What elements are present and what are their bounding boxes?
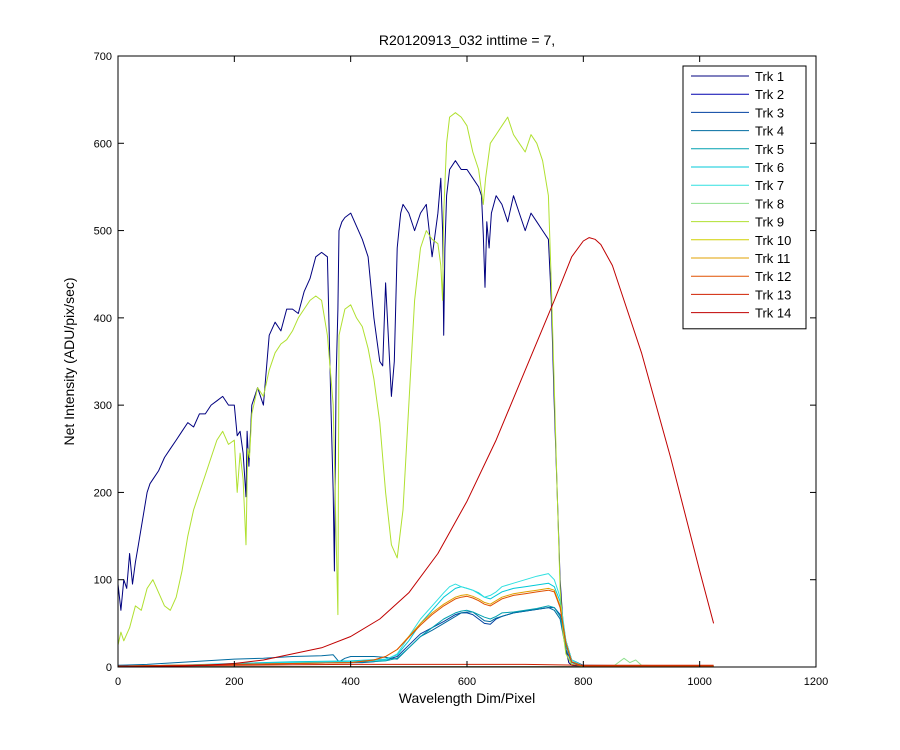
- x-tick-label: 200: [225, 676, 243, 688]
- x-tick-label: 800: [574, 676, 592, 688]
- series-line-trk-4: [117, 607, 714, 667]
- y-tick-label: 100: [94, 575, 112, 587]
- ticks-layer: 0 200 400 600 800 1000 1200 0 100 200 300 400 500 600…: [94, 51, 829, 688]
- legend-label-trk-7: Trk 7: [755, 178, 784, 193]
- chart-title: R20120913_032 inttime = 7,: [379, 32, 555, 48]
- y-tick-label: 700: [94, 51, 112, 63]
- series-line-trk-5: [117, 605, 714, 667]
- y-tick-label: 0: [106, 662, 112, 674]
- series-line-trk-7: [117, 573, 714, 667]
- legend-label-trk-8: Trk 8: [755, 196, 784, 211]
- legend-label-trk-5: Trk 5: [755, 142, 784, 157]
- x-tick-label: 1200: [804, 676, 828, 688]
- legend-box: [682, 65, 807, 330]
- y-axis-label: Net Intensity (ADU/pix/sec): [61, 277, 77, 445]
- y-tick-label: 200: [94, 487, 112, 499]
- legend-label-trk-3: Trk 3: [755, 105, 784, 120]
- legend-label-trk-12: Trk 12: [755, 269, 791, 284]
- x-tick-label: 400: [341, 676, 359, 688]
- legend-label-trk-10: Trk 10: [755, 233, 791, 248]
- legend-label-trk-1: Trk 1: [755, 69, 784, 84]
- legend-label-trk-11: Trk 11: [755, 251, 790, 266]
- series-line-trk-9: [117, 112, 714, 668]
- series-line-trk-12: [117, 589, 714, 667]
- x-tick-label: 1000: [687, 676, 711, 688]
- legend-label-trk-2: Trk 2: [755, 87, 784, 102]
- legend-label-trk-4: Trk 4: [755, 124, 784, 139]
- x-tick-label: 600: [458, 676, 476, 688]
- series-line-trk-1: [117, 160, 714, 668]
- legend-label-trk-13: Trk 13: [755, 287, 791, 302]
- y-tick-label: 300: [94, 400, 112, 412]
- legend: Trk 1 Trk 2 Trk 3 Trk 4 Trk 5 Trk 6 Trk 7 Trk 8…: [682, 65, 807, 330]
- x-axis-label: Wavelength Dim/Pixel: [399, 690, 535, 706]
- y-tick-label: 400: [94, 313, 112, 325]
- x-tick-label: 0: [115, 676, 121, 688]
- y-tick-label: 600: [94, 138, 112, 150]
- series-line-trk-14: [117, 237, 715, 668]
- legend-label-trk-14: Trk 14: [755, 306, 791, 321]
- legend-label-trk-9: Trk 9: [755, 215, 784, 230]
- legend-label-trk-6: Trk 6: [755, 160, 784, 175]
- y-tick-label: 500: [94, 226, 112, 238]
